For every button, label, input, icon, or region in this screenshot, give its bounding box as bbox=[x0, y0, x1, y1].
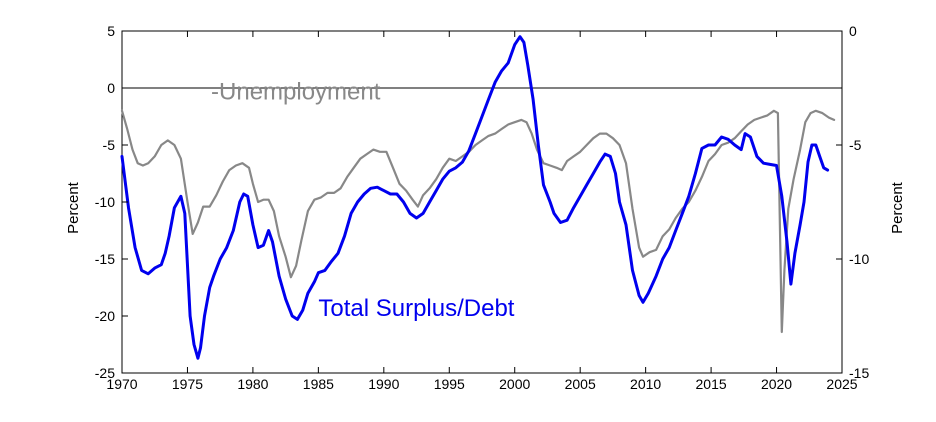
series-lines bbox=[120, 35, 836, 360]
y-tick-label: -10 bbox=[95, 194, 115, 210]
y2-tick-label: -15 bbox=[849, 365, 869, 381]
y-tick-label: -15 bbox=[95, 251, 115, 267]
y-tick-label: 0 bbox=[107, 80, 115, 96]
y-tick-label: -25 bbox=[95, 365, 115, 381]
x-tick-label: 1975 bbox=[172, 376, 203, 392]
x-tick-label: 1980 bbox=[237, 376, 268, 392]
y2-tick-label: -5 bbox=[849, 137, 862, 153]
x-tick-label: 2005 bbox=[565, 376, 596, 392]
x-tick-label: 2020 bbox=[761, 376, 792, 392]
x-tick-label: 1970 bbox=[106, 376, 137, 392]
y-tick-label: -5 bbox=[103, 137, 116, 153]
series-annotation-label: -Unemployment bbox=[211, 78, 381, 105]
x-tick-label: 2000 bbox=[499, 376, 530, 392]
y-axis-left: 5 0 -5 -10 -15 -20 -25 bbox=[95, 23, 128, 381]
y2-tick-label: -10 bbox=[849, 251, 869, 267]
x-tick-label: 1990 bbox=[368, 376, 399, 392]
x-tick-label: 1995 bbox=[434, 376, 465, 392]
x-tick-label: 2025 bbox=[826, 376, 857, 392]
y-tick-label: 5 bbox=[107, 23, 115, 39]
x-axis: 1970 1975 1980 1985 1990 1995 2000 2005 2010 2015… bbox=[106, 31, 858, 392]
series-annotations: -Unemployment Total Surplus/Debt bbox=[211, 78, 515, 322]
y2-tick-label: 0 bbox=[849, 23, 857, 39]
x-tick-label: 2015 bbox=[696, 376, 727, 392]
x-tick-label: 2010 bbox=[630, 376, 661, 392]
series-line-unemployment bbox=[120, 109, 836, 334]
y-axis-title-left: Percent bbox=[65, 181, 82, 234]
series-line-total-surplus-debt bbox=[120, 35, 830, 360]
series-annotation-label: Total Surplus/Debt bbox=[318, 295, 514, 322]
y-axis-title-right: Percent bbox=[889, 181, 906, 234]
y-tick-label: -20 bbox=[95, 308, 115, 324]
x-tick-label: 1985 bbox=[303, 376, 334, 392]
y-axis-right: 0 -5 -10 -15 bbox=[836, 23, 869, 381]
